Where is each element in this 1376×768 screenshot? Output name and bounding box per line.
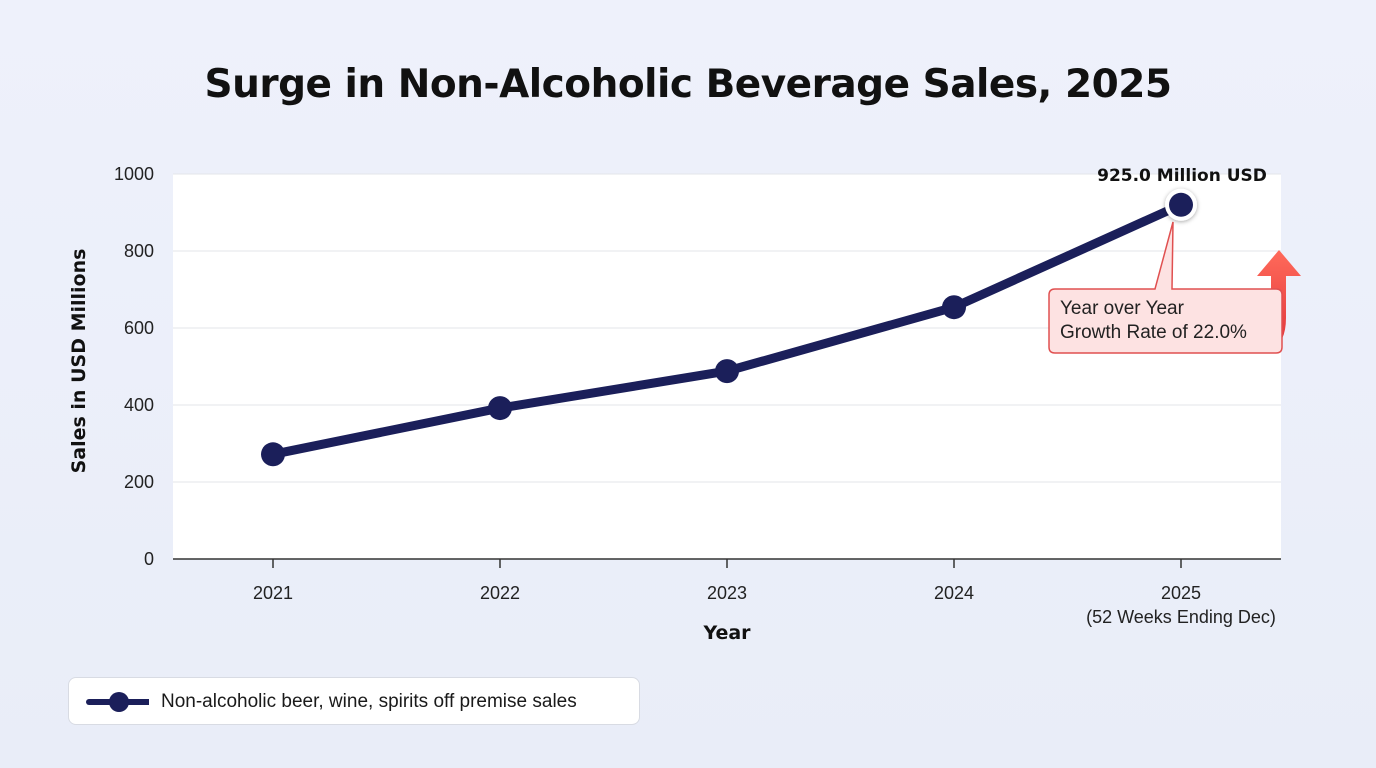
y-axis-ticks: 0 200 400 600 800 1000	[114, 164, 154, 569]
data-point	[1169, 192, 1193, 217]
y-tick-label: 200	[124, 472, 154, 492]
y-tick-label: 1000	[114, 164, 154, 184]
x-tick-label: 2023	[707, 583, 747, 603]
y-tick-label: 800	[124, 241, 154, 261]
data-point	[942, 295, 966, 320]
x-tick-label: 2022	[480, 583, 520, 603]
data-point	[261, 442, 285, 467]
data-point	[715, 359, 739, 384]
growth-callout-bubble	[1048, 221, 1283, 354]
chart-title: Surge in Non-Alcoholic Beverage Sales, 2…	[204, 62, 1172, 107]
legend-label: Non-alcoholic beer, wine, spirits off pr…	[161, 691, 577, 712]
growth-callout-text: Year over Year Growth Rate of 22.0%	[1060, 297, 1247, 345]
x-tick-label: 2024	[934, 583, 974, 603]
data-point	[488, 396, 512, 421]
x-axis-title: Year	[702, 622, 751, 644]
growth-callout-line-1: Year over Year	[1060, 298, 1184, 319]
legend-line-marker-icon	[86, 692, 149, 712]
x-axis-ticks: 2021 2022 2023 2024 2025 (52 Weeks Ending Dec…	[253, 559, 1276, 627]
y-axis-title: Sales in USD Millions	[68, 249, 90, 474]
y-tick-label: 600	[124, 318, 154, 338]
x-tick-label: 2025	[1161, 583, 1201, 603]
y-tick-label: 400	[124, 395, 154, 415]
series-layer	[261, 188, 1197, 467]
x-tick-sublabel: (52 Weeks Ending Dec)	[1086, 607, 1276, 627]
x-tick-label: 2021	[253, 583, 293, 603]
growth-callout-line-2: Growth Rate of 22.0%	[1060, 322, 1247, 343]
legend: Non-alcoholic beer, wine, spirits off pr…	[68, 677, 640, 725]
peak-value-label: 925.0 Million USD	[1097, 166, 1267, 186]
y-tick-label: 0	[144, 549, 154, 569]
